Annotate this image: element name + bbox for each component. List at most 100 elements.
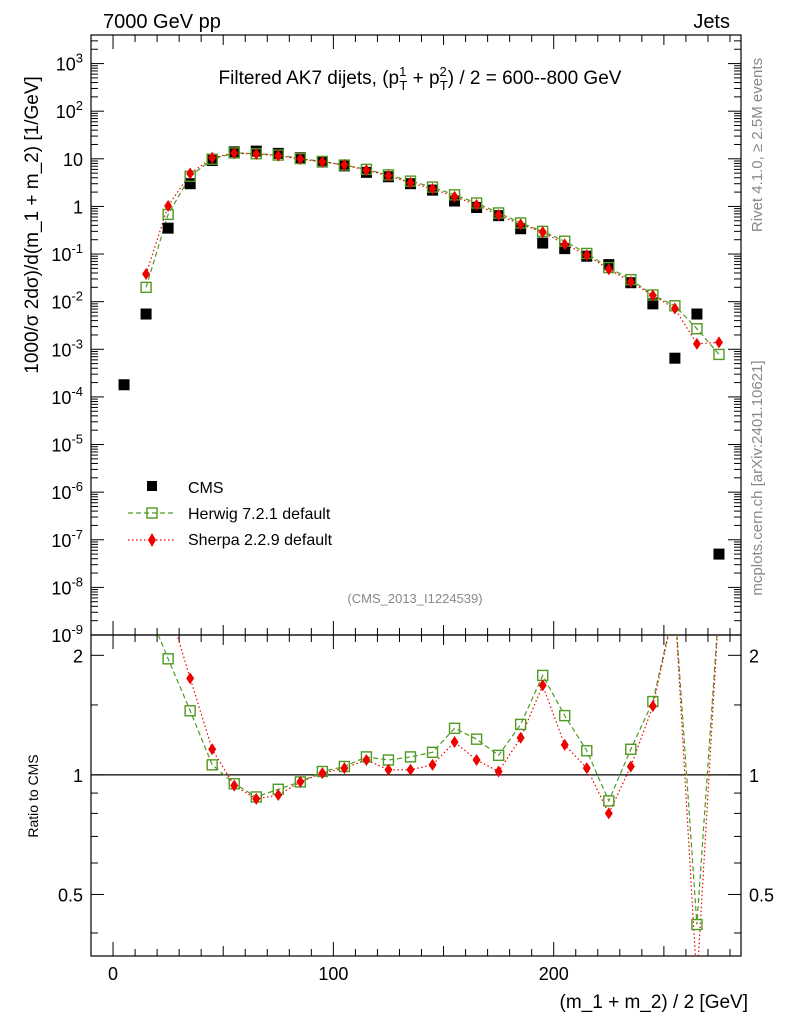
herwig-ratio-point	[448, 722, 461, 735]
sherpa-point	[296, 153, 305, 166]
herwig-ratio-point	[559, 709, 571, 722]
y-tick-label: 10-9	[51, 622, 83, 646]
y-tick-label: 1	[73, 197, 83, 217]
sherpa-point	[538, 226, 547, 239]
sherpa-point	[340, 159, 349, 172]
sherpa-point	[318, 155, 327, 168]
x-tick-label: 100	[318, 964, 348, 984]
cms-point	[162, 222, 174, 234]
sherpa-ratio-point	[648, 700, 657, 713]
sherpa-ratio-point	[406, 763, 415, 776]
analysis-watermark: (CMS_2013_I1224539)	[347, 591, 482, 606]
sherpa-point	[208, 151, 217, 164]
cms-point	[713, 548, 725, 560]
sherpa-point	[450, 190, 459, 203]
sherpa-point	[604, 263, 613, 276]
herwig-ratio-point	[426, 746, 439, 758]
herwig-ratio-point	[470, 733, 483, 745]
ratio-axis-label: Ratio to CMS	[25, 754, 41, 837]
cms-point	[691, 308, 703, 320]
sherpa-ratio-point	[538, 679, 547, 692]
sherpa-ratio-point	[318, 767, 327, 780]
sherpa-point	[692, 337, 701, 350]
sherpa-point	[406, 176, 415, 189]
sherpa-ratio-point	[384, 763, 393, 776]
sherpa-point	[648, 289, 657, 302]
legend-cms-marker	[147, 481, 157, 491]
header-right: Jets	[693, 11, 730, 33]
x-tick-label: 200	[539, 964, 569, 984]
ratio-tick-label: 1	[73, 766, 83, 786]
sherpa-point	[428, 182, 437, 195]
herwig-point	[140, 281, 152, 294]
sherpa-ratio-point	[274, 788, 283, 801]
ratio-tick-label: 2	[73, 646, 83, 666]
chart-title: Filtered AK7 dijets, (p1 T + p2 T) / 2 = 6…	[219, 64, 622, 93]
cms-point	[669, 352, 681, 364]
legend-herwig-marker	[146, 507, 158, 519]
sherpa-point	[230, 147, 239, 160]
sherpa-point	[362, 164, 371, 177]
ratio-tick-label-right: 1	[749, 766, 759, 786]
herwig-ratio-point	[162, 653, 174, 665]
herwig-ratio-point	[206, 759, 218, 771]
sherpa-ratio-point	[208, 743, 217, 756]
legend-sherpa-marker	[148, 533, 156, 547]
y-tick-label: 103	[56, 51, 83, 75]
y-tick-label: 10-1	[51, 241, 83, 265]
herwig-ratio-point	[625, 743, 637, 755]
y-tick-label: 102	[56, 98, 83, 122]
y-tick-label: 10	[63, 150, 83, 170]
y-tick-label: 10-8	[51, 574, 83, 598]
y-tick-label: 10-7	[51, 527, 83, 551]
sherpa-ratio-line	[176, 635, 718, 956]
mcplots-label: mcplots.cern.ch [arXiv:2401.10621]	[749, 360, 766, 595]
header-left: 7000 GeV pp	[103, 11, 221, 33]
sherpa-point	[164, 200, 173, 213]
legend: CMS Herwig 7.2.1 default Sherpa 2.2.9 de…	[128, 480, 333, 549]
ratio-plot-frame	[90, 634, 742, 957]
sherpa-point	[670, 302, 679, 315]
sherpa-ratio-point	[428, 758, 437, 771]
y-tick-label: 10-6	[51, 479, 83, 503]
sherpa-ratio-point	[230, 779, 239, 792]
sherpa-point	[582, 249, 591, 262]
cms-point	[140, 308, 152, 320]
herwig-ratio-point	[514, 718, 527, 731]
y-tick-label: 10-4	[51, 384, 83, 408]
herwig-ratio-point	[404, 751, 417, 763]
herwig-ratio-point	[581, 745, 593, 757]
y-tick-label: 10-5	[51, 432, 83, 456]
cms-point	[118, 379, 130, 391]
sherpa-point	[274, 149, 283, 162]
sherpa-ratio-point	[296, 775, 305, 788]
cms-point	[184, 178, 196, 190]
sherpa-ratio-point	[582, 762, 591, 775]
sherpa-point	[472, 198, 481, 211]
ratio-tick-label-right: 0.5	[749, 885, 774, 905]
sherpa-ratio-point	[604, 807, 613, 820]
sherpa-point	[186, 167, 195, 180]
ratio-tick-label-right: 2	[749, 646, 759, 666]
sherpa-point	[252, 148, 261, 161]
sherpa-point	[142, 268, 151, 281]
sherpa-ratio-point	[186, 672, 195, 685]
sherpa-point	[494, 209, 503, 222]
herwig-ratio-line	[157, 635, 718, 925]
y-axis-label: 1000/σ 2dσ)/d(m_1 + m_2) [1/GeV]	[22, 76, 43, 374]
x-tick-label: 0	[108, 964, 118, 984]
sherpa-point	[384, 169, 393, 182]
sherpa-point	[560, 238, 569, 251]
legend-cms-label: CMS	[188, 480, 224, 497]
sherpa-ratio-point	[472, 754, 481, 767]
sherpa-ratio-point	[626, 760, 635, 773]
sherpa-ratio-point	[362, 754, 371, 767]
cms-point	[537, 237, 549, 249]
sherpa-point	[626, 275, 635, 288]
herwig-ratio-point	[492, 749, 505, 762]
herwig-point	[713, 348, 725, 361]
x-axis-label: (m_1 + m_2) / 2 [GeV]	[560, 992, 749, 1013]
herwig-ratio-point	[603, 795, 615, 807]
herwig-ratio-point	[184, 705, 196, 717]
